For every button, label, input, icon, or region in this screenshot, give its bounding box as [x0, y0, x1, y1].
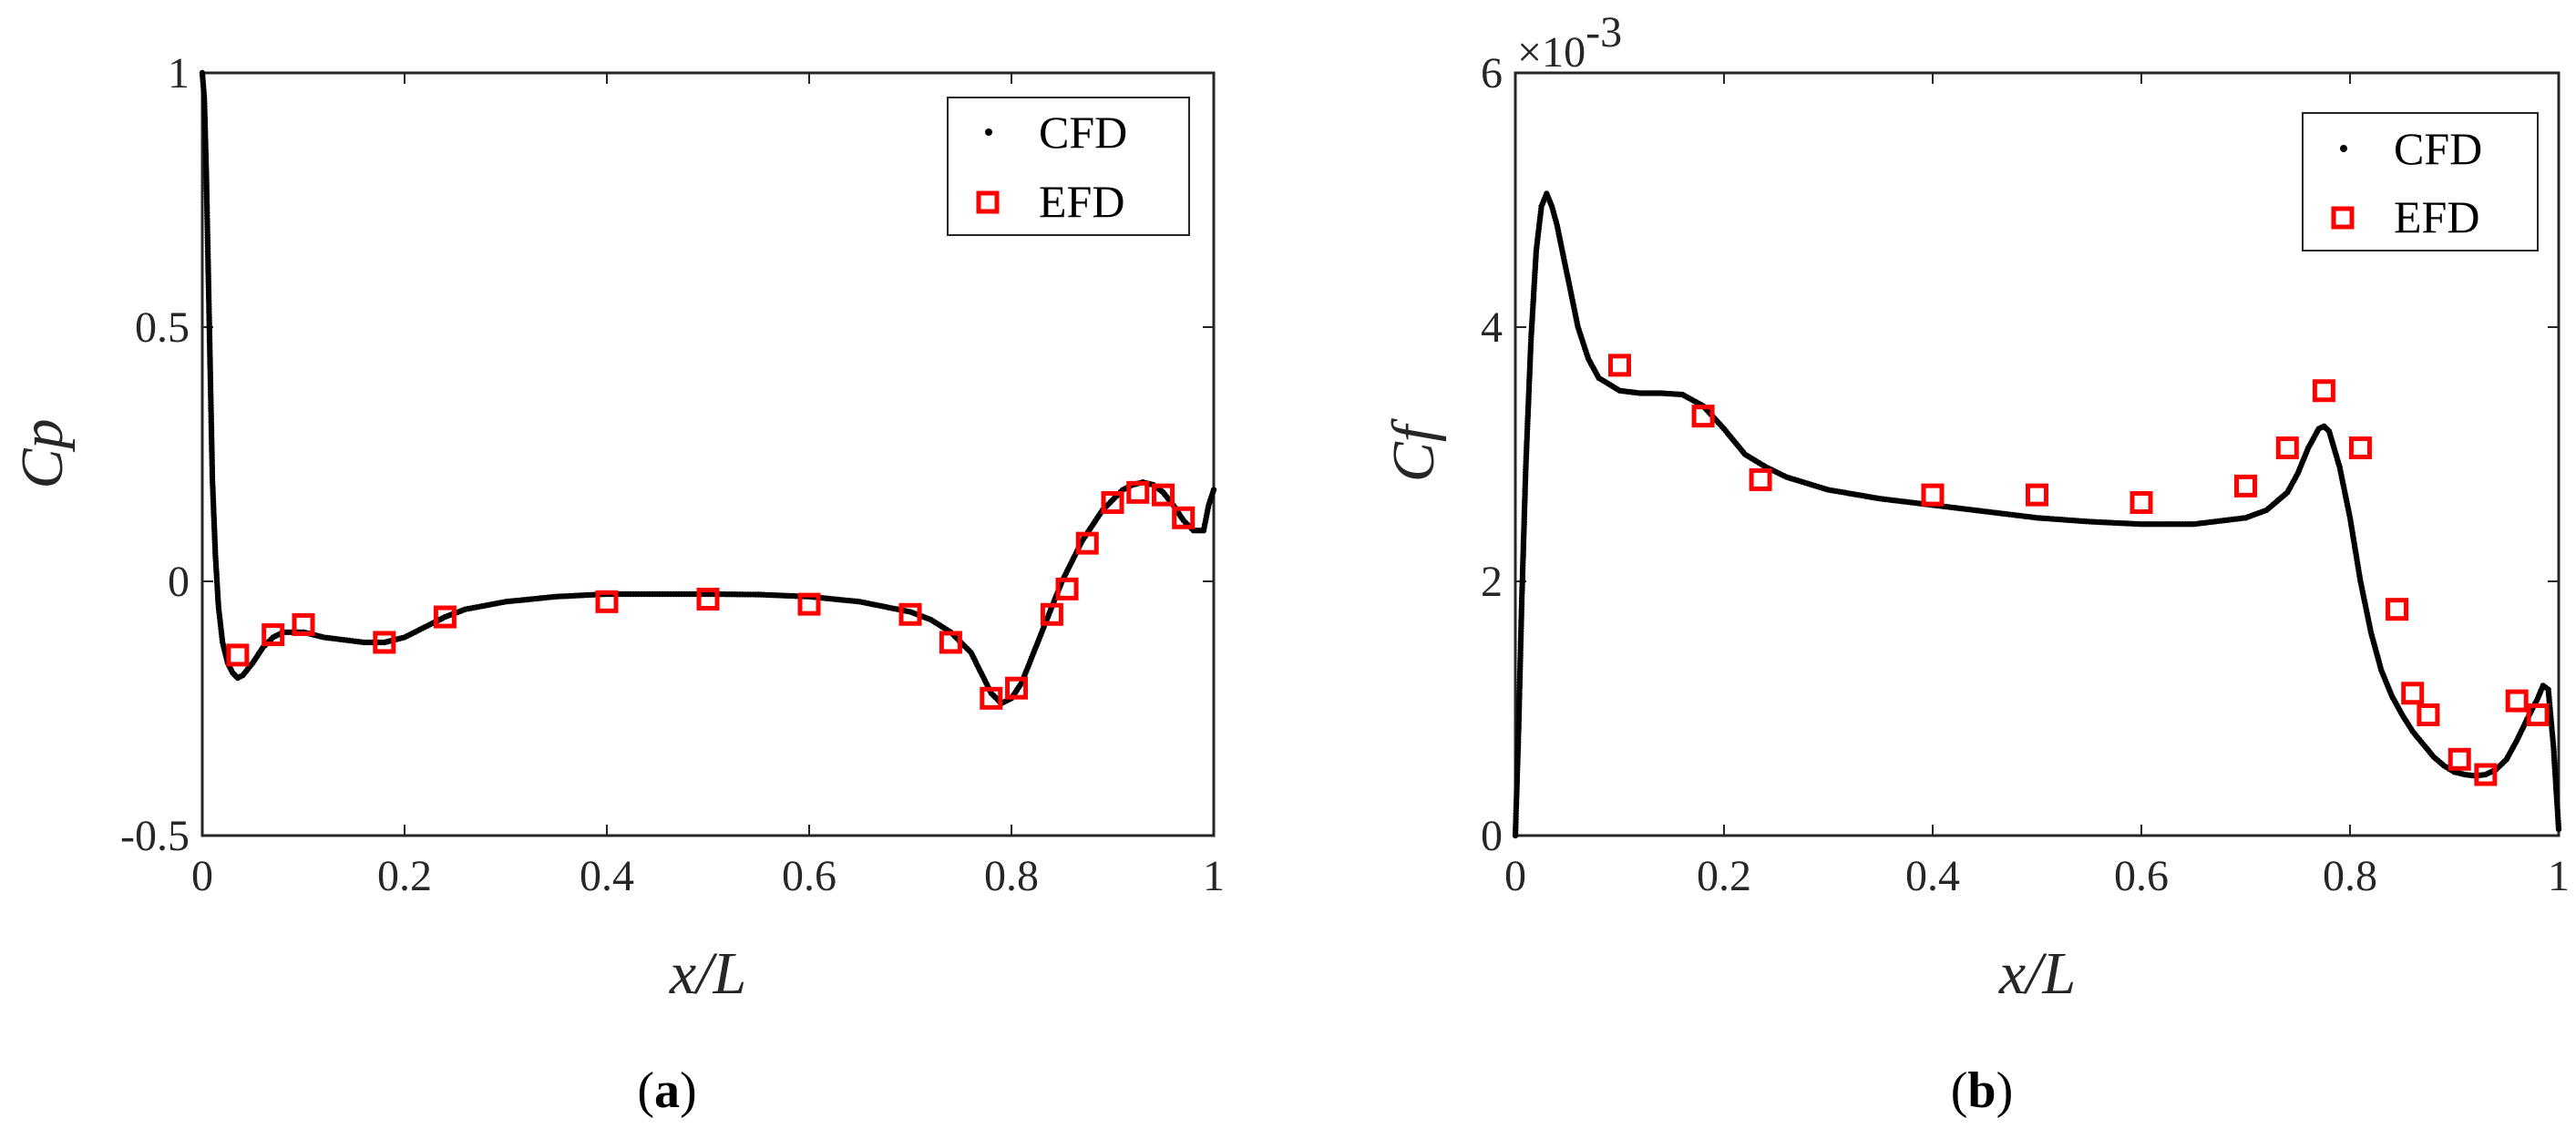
- panel-a-y-tick-label: 0: [168, 558, 190, 606]
- panel-a-x-axis-label: x/L: [669, 940, 746, 1007]
- panel-a-efd-point: [226, 643, 250, 667]
- panel-b-x-axis-label: x/L: [1998, 940, 2076, 1007]
- panel-a-efd-point: [1005, 676, 1029, 700]
- panel-b-efd-point: [2526, 703, 2550, 726]
- panel-b-y-tick-label: 0: [1481, 812, 1503, 860]
- panel-b-efd-point: [2448, 747, 2471, 771]
- panel-a-efd-point: [262, 623, 285, 647]
- panel-b-x-tick-label: 0.2: [1697, 852, 1751, 900]
- panel-a-efd-point: [595, 590, 619, 613]
- panel-a-efd-point: [1101, 491, 1124, 515]
- panel-a-legend-cfd-marker: [985, 128, 992, 136]
- panel-b-y-tick-label: 6: [1481, 49, 1503, 97]
- panel-a-x-tick-label: 0.4: [580, 852, 634, 900]
- panel-b-efd-point: [2386, 598, 2409, 621]
- panel-b-efd-point: [2348, 436, 2372, 460]
- panel-a-efd-point: [1055, 577, 1079, 600]
- panel-b-efd-point: [1608, 354, 1631, 377]
- panel-a-legend-efd-marker: [976, 190, 1000, 214]
- panel-b-x-tick-label: 0: [1504, 852, 1526, 900]
- panel-b-legend-efd-label: EFD: [2394, 191, 2479, 242]
- panel-b-efd-point: [2026, 483, 2048, 507]
- panel-a-efd-point: [696, 588, 720, 611]
- panel-b-y-axis-label: Cf: [1380, 418, 1447, 482]
- panel-b-efd-point: [2275, 436, 2299, 460]
- panel-b-legend-cfd-marker: [2340, 145, 2347, 152]
- panel-a-efd-point: [1075, 531, 1099, 555]
- panel-a-caption-letter: a: [654, 1062, 680, 1119]
- panel-a-y-ticks: -0.5 0 0.5 1: [120, 49, 1214, 860]
- panel-a-cfd-point: [1210, 487, 1217, 493]
- panel-a-legend-efd-label: EFD: [1039, 176, 1124, 227]
- panel-a-efd-point: [1126, 480, 1150, 504]
- panel-a-efd-point: [433, 605, 457, 629]
- panel-b-legend: CFD EFD: [2302, 112, 2539, 251]
- panel-a-x-ticks: 0 0.2 0.4 0.6 0.8 1: [191, 73, 1225, 900]
- panel-a-y-tick-label: 0.5: [135, 303, 190, 352]
- panel-a-caption-close: ): [680, 1062, 697, 1119]
- panel-a-efd-point: [797, 592, 821, 616]
- panel-b-y-ticks: 0 2 4 6: [1481, 49, 2559, 860]
- panel-b-efd-point: [2474, 763, 2498, 786]
- panel-b-x-tick-label: 0.4: [1905, 852, 1960, 900]
- panel-b-x-tick-label: 0.8: [2323, 852, 2377, 900]
- panel-b-legend-cfd-label: CFD: [2394, 123, 2482, 174]
- panel-a-efd-point: [980, 686, 1003, 710]
- panel-b-efd-point: [2401, 682, 2425, 705]
- panel-b-caption-letter: b: [1967, 1062, 1996, 1119]
- panel-a-x-tick-label: 0: [191, 852, 213, 900]
- panel-b-x-tick-label: 0.6: [2114, 852, 2169, 900]
- panel-a-efd-point: [1040, 602, 1063, 626]
- panel-b-caption: (b): [1951, 1062, 2013, 1119]
- panel-a-x-tick-label: 1: [1203, 852, 1225, 900]
- panel-b-y-tick-label: 2: [1481, 558, 1503, 606]
- panel-b-x-tick-label: 1: [2548, 852, 2570, 900]
- panel-b-x-ticks: 0 0.2 0.4 0.6 0.8 1: [1504, 73, 2570, 900]
- panel-a-x-tick-label: 0.2: [377, 852, 432, 900]
- panel-b-efd-point: [2312, 379, 2335, 403]
- panel-a-caption: (a): [637, 1062, 696, 1119]
- panel-a-efd-series: [226, 480, 1196, 710]
- panel-a-chart: 0 0.2 0.4 0.6 0.8 1 -0.500.51 CFD EFD x/L Cp …: [9, 49, 1225, 1119]
- panel-a-x-tick-label: 0.6: [782, 852, 836, 900]
- panel-a-efd-point: [1152, 483, 1175, 507]
- panel-b-efd-point: [1921, 483, 1945, 507]
- panel-b-efd-point: [1691, 405, 1715, 428]
- panel-a-efd-point: [1172, 506, 1196, 529]
- panel-a-efd-point: [292, 612, 315, 636]
- panel-b-efd-point: [2130, 491, 2153, 515]
- panel-a-x-tick-label: 0.8: [984, 852, 1039, 900]
- panel-b-scale-exponent: -3: [1586, 8, 1622, 56]
- panel-b-chart: 0 0.2 0.4 0.6 0.8 1 0 2 4 6 ×10-3 CFD EFD x/L Cf…: [1380, 8, 2570, 1119]
- panel-a-legend: CFD EFD: [947, 97, 1190, 236]
- panel-b-efd-point: [2505, 689, 2529, 713]
- panel-a-y-axis-label: Cp: [9, 418, 76, 488]
- panel-b-caption-close: ): [1996, 1062, 2014, 1119]
- panel-b-efd-point: [1749, 467, 1772, 491]
- panel-a-efd-point: [373, 631, 396, 654]
- panel-b-efd-point: [2417, 703, 2440, 726]
- panel-b-legend-efd-marker: [2331, 206, 2355, 230]
- panel-a-y-tick-label: -0.5: [120, 812, 190, 860]
- panel-b-scale-multiplier: ×10-3: [1517, 8, 1622, 77]
- panel-b-scale-base: ×10: [1517, 28, 1586, 77]
- panel-a-legend-cfd-label: CFD: [1039, 107, 1127, 158]
- panel-b-cfd-series: [1512, 190, 2562, 839]
- panel-a-efd-point: [898, 602, 922, 626]
- panel-a-caption-open: (: [637, 1062, 654, 1119]
- panel-b-cfd-point: [2555, 826, 2562, 833]
- panel-b-y-tick-label: 4: [1481, 303, 1503, 352]
- panel-a-y-tick-label: 1: [168, 49, 190, 97]
- panel-b-efd-point: [2234, 474, 2257, 498]
- panel-a-efd-point: [939, 631, 962, 654]
- panel-b-caption-open: (: [1951, 1062, 1968, 1119]
- panel-b-efd-series: [1608, 354, 2550, 786]
